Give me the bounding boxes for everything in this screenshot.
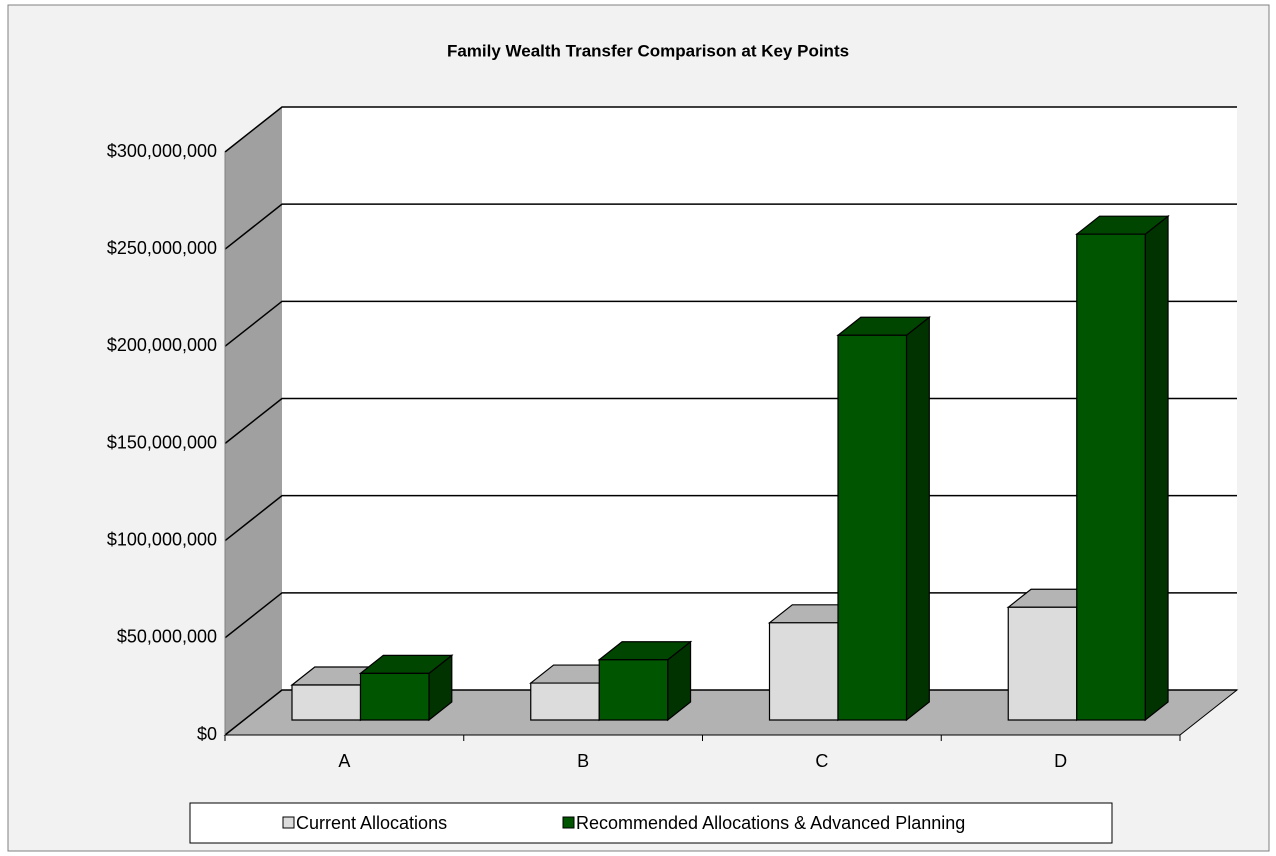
legend-box bbox=[189, 802, 1113, 844]
grid-line bbox=[224, 203, 1237, 250]
bar-front bbox=[530, 682, 600, 721]
bar-front bbox=[598, 659, 669, 721]
bar-side bbox=[1144, 214, 1169, 722]
legend-marker bbox=[282, 816, 295, 829]
x-tick-label: B bbox=[577, 751, 589, 771]
y-tick-label: $100,000,000 bbox=[107, 529, 217, 549]
legend-label: Current Allocations bbox=[296, 813, 447, 833]
y-tick-label: $0 bbox=[197, 724, 217, 744]
x-tick-label: C bbox=[815, 751, 828, 771]
y-tick-label: $250,000,000 bbox=[107, 238, 217, 258]
bar-front bbox=[1007, 606, 1078, 721]
grid-line bbox=[224, 300, 1237, 347]
x-tick-label: A bbox=[338, 751, 350, 771]
y-tick-label: $300,000,000 bbox=[107, 141, 217, 161]
bar-front bbox=[1076, 233, 1146, 721]
bar bbox=[836, 315, 932, 722]
bar bbox=[358, 654, 454, 722]
x-tick-label: D bbox=[1054, 751, 1067, 771]
y-tick-label: $150,000,000 bbox=[107, 432, 217, 452]
bar-front bbox=[359, 672, 430, 721]
grid-line bbox=[224, 106, 1237, 153]
bar bbox=[597, 640, 693, 722]
bar-side bbox=[905, 315, 930, 722]
bar-front bbox=[768, 622, 839, 721]
y-tick-label: $50,000,000 bbox=[117, 627, 217, 647]
legend-marker bbox=[562, 816, 575, 829]
legend-label: Recommended Allocations & Advanced Plann… bbox=[576, 813, 965, 833]
bar bbox=[1075, 214, 1170, 722]
bar-front bbox=[837, 334, 908, 721]
bar-front bbox=[291, 684, 362, 721]
y-tick-label: $200,000,000 bbox=[107, 335, 217, 355]
chart-title: Family Wealth Transfer Comparison at Key… bbox=[447, 41, 849, 60]
